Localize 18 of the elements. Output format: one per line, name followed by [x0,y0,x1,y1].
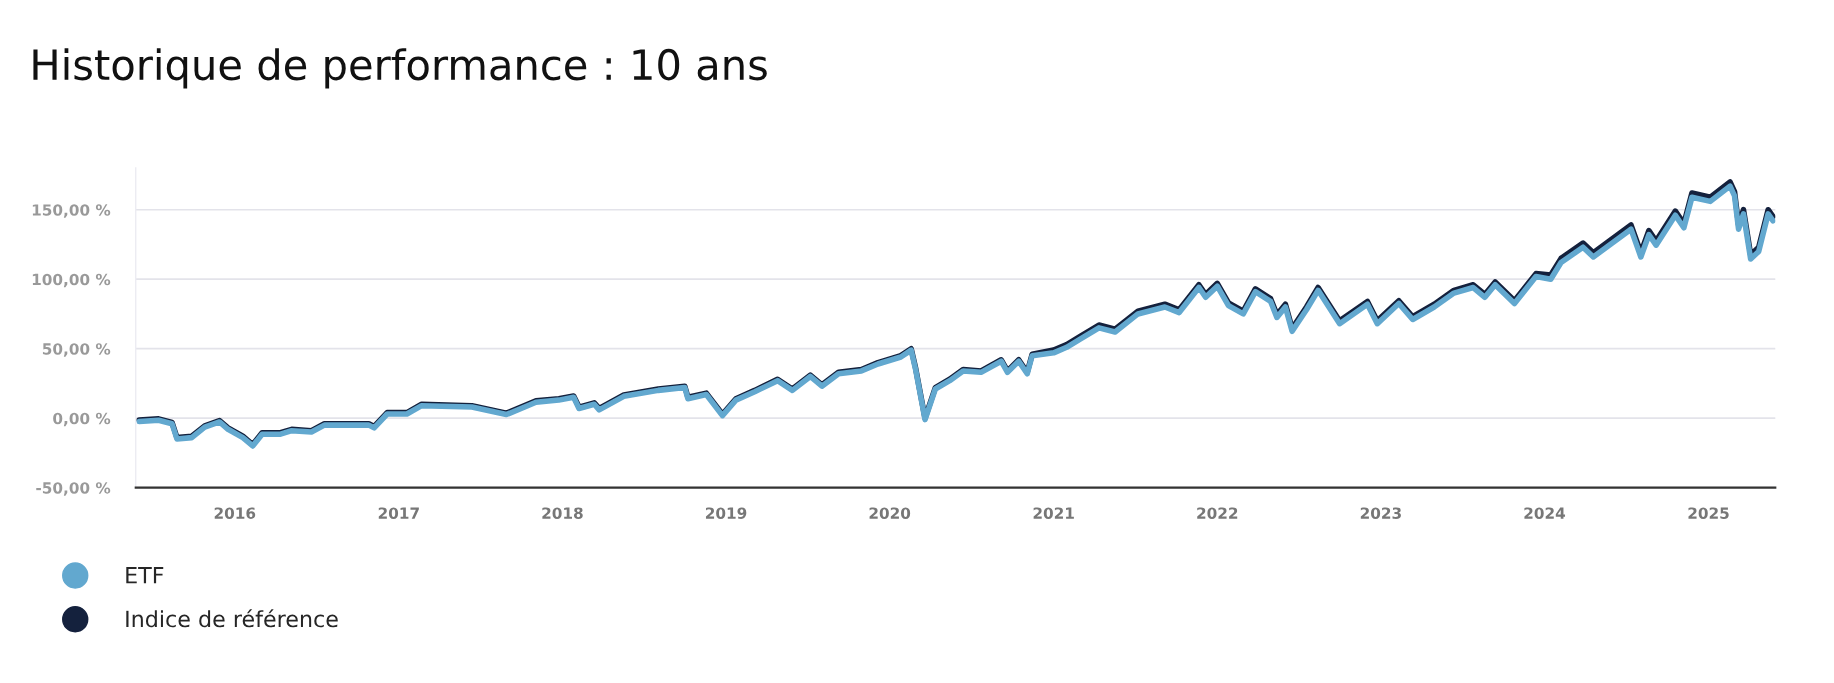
x-tick-label: 2019 [705,507,747,519]
legend-label: ETF [126,567,164,584]
x-tick-label: 2022 [1197,507,1238,519]
x-tick-label: 2016 [214,507,256,519]
x-tick-label: 2017 [378,507,419,519]
y-tick-label: 0,00 % [53,412,111,427]
y-tick-label: 100,00 % [32,273,111,288]
x-tick-label: 2018 [542,507,583,519]
x-tick-label: 2020 [869,507,911,519]
x-tick-label: 2021 [1033,507,1074,519]
y-tick-label: 150,00 % [32,204,111,218]
chart-title: Historique de performance : 10 ans [33,48,767,89]
x-tick-label: 2025 [1688,507,1729,519]
x-tick-label: 2023 [1360,507,1401,519]
legend-label: Indice de référence [126,609,338,628]
y-tick-label: -50,00 % [36,482,111,496]
x-tick-label: 2024 [1524,507,1566,519]
y-tick-label: 50,00 % [42,343,111,357]
